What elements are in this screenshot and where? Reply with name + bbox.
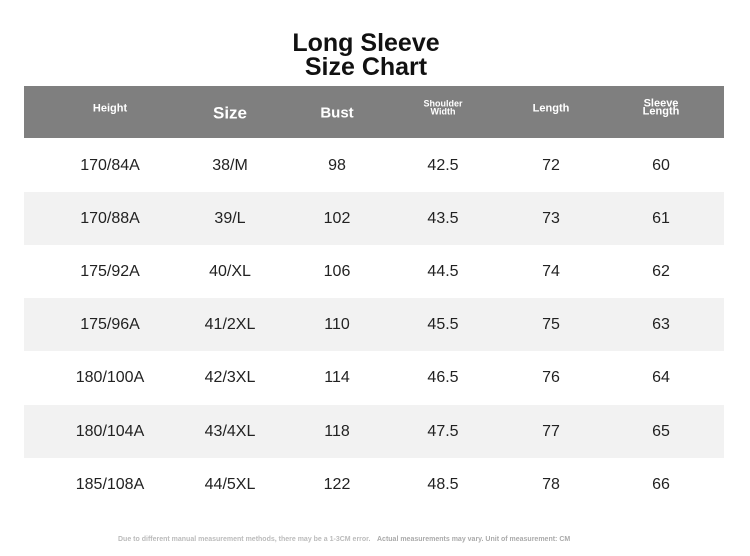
table-cell: 39/L bbox=[214, 210, 246, 228]
header-cell: Width bbox=[430, 106, 456, 117]
table-cell: 110 bbox=[324, 316, 350, 334]
table-cell: 64 bbox=[652, 369, 670, 387]
table-cell: 43.5 bbox=[427, 210, 459, 228]
table-cell: 40/XL bbox=[209, 263, 251, 281]
header-cell: Shoulder bbox=[423, 98, 463, 109]
header-cell: Length bbox=[532, 102, 570, 115]
row-background bbox=[24, 139, 724, 192]
table-cell: 170/88A bbox=[80, 210, 140, 228]
table-cell: 60 bbox=[652, 157, 670, 174]
table-cell: 73 bbox=[542, 210, 560, 228]
table-cell: 46.5 bbox=[427, 369, 459, 387]
table-cell: 42.5 bbox=[427, 157, 459, 174]
row-background bbox=[24, 298, 724, 352]
table-cell: 45.5 bbox=[427, 316, 459, 334]
header-cell: Bust bbox=[320, 104, 354, 122]
table-cell: 41/2XL bbox=[204, 316, 256, 334]
table-cell: 38/M bbox=[212, 157, 248, 174]
table-cell: 63 bbox=[652, 316, 670, 334]
table-cell: 185/108A bbox=[75, 475, 145, 493]
table-cell: 114 bbox=[324, 369, 350, 387]
row-background bbox=[24, 404, 724, 458]
table-cell: 42/3XL bbox=[204, 369, 256, 387]
table-cell: 48.5 bbox=[427, 475, 459, 493]
row-background bbox=[24, 192, 724, 246]
table-cell: 65 bbox=[652, 422, 670, 440]
table-cell: 180/104A bbox=[75, 422, 145, 440]
header-cell: Height bbox=[92, 102, 128, 115]
table-cell: 66 bbox=[652, 475, 670, 493]
table-cell: 61 bbox=[652, 210, 670, 228]
title-line: Size Chart bbox=[304, 53, 428, 81]
table-cell: 47.5 bbox=[427, 422, 459, 440]
title-line: Long Sleeve bbox=[292, 29, 440, 57]
table-cell: 44.5 bbox=[427, 263, 459, 281]
row-background bbox=[24, 351, 724, 405]
table-cell: 72 bbox=[542, 157, 560, 174]
table-cell: 175/92A bbox=[80, 263, 140, 281]
header-cell: Size bbox=[212, 103, 248, 123]
table-cell: 180/100A bbox=[75, 369, 145, 387]
header-cell: Sleeve bbox=[643, 97, 679, 110]
table-cell: 62 bbox=[652, 263, 670, 281]
table-cell: 77 bbox=[542, 422, 560, 440]
table-cell: 102 bbox=[323, 210, 351, 228]
table-cell: 43/4XL bbox=[204, 422, 256, 440]
table-cell: 175/96A bbox=[80, 316, 140, 334]
row-background bbox=[24, 245, 724, 299]
table-cell: 170/84A bbox=[80, 157, 140, 174]
footer-note: Due to different manual measurement meth… bbox=[118, 536, 371, 543]
table-cell: 75 bbox=[542, 316, 560, 334]
table-cell: 44/5XL bbox=[204, 475, 256, 493]
table-cell: 76 bbox=[542, 369, 560, 387]
row-background bbox=[24, 457, 724, 511]
table-cell: 106 bbox=[323, 263, 351, 281]
header-band bbox=[24, 86, 724, 138]
table-cell: 118 bbox=[324, 422, 350, 440]
table-cell: 74 bbox=[542, 263, 560, 281]
footer-note: Actual measurements may vary. Unit of me… bbox=[377, 536, 571, 543]
table-cell: 98 bbox=[328, 157, 346, 174]
table-cell: 122 bbox=[323, 475, 351, 493]
table-cell: 78 bbox=[542, 475, 560, 493]
header-cell: Length bbox=[642, 105, 680, 118]
